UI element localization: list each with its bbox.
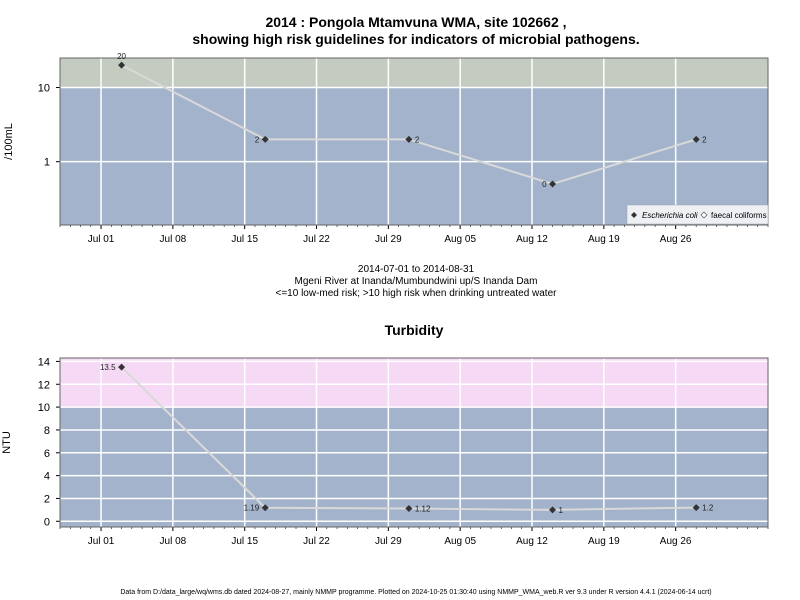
y-tick-label: 14	[38, 356, 50, 368]
y-axis-label: /100mL	[3, 123, 15, 160]
data-point	[405, 135, 413, 143]
data-point	[261, 135, 269, 143]
microbial-chart: Jul 01 Jul 08 Jul 15 Jul 22 Jul 29 Aug 05 Aug …	[3, 52, 769, 245]
data-label: 1.19	[244, 504, 260, 513]
data-label: 20	[117, 52, 126, 61]
data-point	[692, 504, 700, 512]
x-tick-label: Aug 26	[660, 536, 692, 547]
x-tick-label: Jul 15	[231, 536, 258, 547]
x-tick-label: Aug 05	[444, 234, 476, 245]
y-tick-label: 10	[38, 402, 50, 414]
x-tick-label: Aug 19	[588, 234, 620, 245]
plot-frame	[59, 357, 769, 528]
turbidity-title: Turbidity	[384, 322, 444, 338]
data-point	[261, 504, 269, 512]
y-tick-label: 12	[38, 379, 50, 391]
x-tick-label: Aug 19	[588, 536, 620, 547]
legend-ecoli-label: Escherichia coli	[642, 211, 698, 220]
data-point	[118, 363, 126, 371]
x-tick-label: Aug 05	[444, 536, 476, 547]
turbidity-chart: Jul 01 Jul 08 Jul 15 Jul 22 Jul 29 Aug 05 Aug …	[1, 356, 769, 547]
x-tick-label: Jul 08	[160, 234, 187, 245]
x-tick-label: Jul 22	[303, 234, 330, 245]
x-tick-label: Jul 08	[160, 536, 187, 547]
x-tick-label: Jul 01	[88, 536, 115, 547]
y-tick-label: 1	[44, 157, 50, 169]
y-tick-label: 8	[44, 425, 50, 437]
x-tick-label: Aug 12	[516, 536, 548, 547]
x-tick-label: Jul 29	[375, 536, 402, 547]
data-label: 0	[542, 180, 547, 189]
y-tick-label: 6	[44, 448, 50, 460]
legend-faecal-label: faecal coliforms	[711, 211, 767, 220]
y-tick-label: 2	[44, 493, 50, 505]
data-label: 2	[255, 135, 260, 144]
y-tick-label: 0	[44, 516, 50, 528]
x-tick-label: Jul 15	[231, 234, 258, 245]
x-tick-label: Jul 01	[88, 234, 115, 245]
footer-note: Data from D:/data_large/wq/wms.db dated …	[120, 589, 712, 596]
x-tick-label: Aug 26	[660, 234, 692, 245]
caption-site: Mgeni River at Inanda/Mumbundwini up/S I…	[294, 276, 538, 287]
x-tick-label: Aug 12	[516, 234, 548, 245]
data-point	[549, 180, 557, 188]
y-axis-label: NTU	[1, 431, 13, 454]
data-point	[405, 505, 413, 513]
data-label: 2	[702, 135, 707, 144]
caption-guideline: <=10 low-med risk; >10 high risk when dr…	[275, 288, 557, 299]
x-tick-label: Jul 22	[303, 536, 330, 547]
chart-title-line-2: showing high risk guidelines for indicat…	[192, 31, 640, 47]
legend-faecal-marker	[700, 211, 708, 219]
legend-ecoli-marker	[631, 212, 637, 218]
high-risk-band	[60, 358, 768, 408]
y-tick-label: 10	[38, 83, 50, 95]
caption-date-range: 2014-07-01 to 2014-08-31	[357, 264, 475, 275]
legend-box	[626, 204, 769, 225]
data-label: 1.2	[702, 504, 714, 513]
high-risk-band	[60, 58, 768, 88]
data-label: 2	[415, 135, 420, 144]
data-point	[118, 61, 126, 69]
chart-title-line-1: 2014 : Pongola Mtamvuna WMA, site 102662…	[265, 14, 567, 30]
data-point	[549, 506, 557, 514]
data-label: 1	[559, 506, 564, 515]
y-tick-label: 4	[44, 471, 50, 483]
data-label: 1.12	[415, 505, 431, 514]
plot-frame	[59, 57, 769, 226]
data-label: 13.5	[100, 363, 116, 372]
data-point	[692, 135, 700, 143]
x-tick-label: Jul 29	[375, 234, 402, 245]
